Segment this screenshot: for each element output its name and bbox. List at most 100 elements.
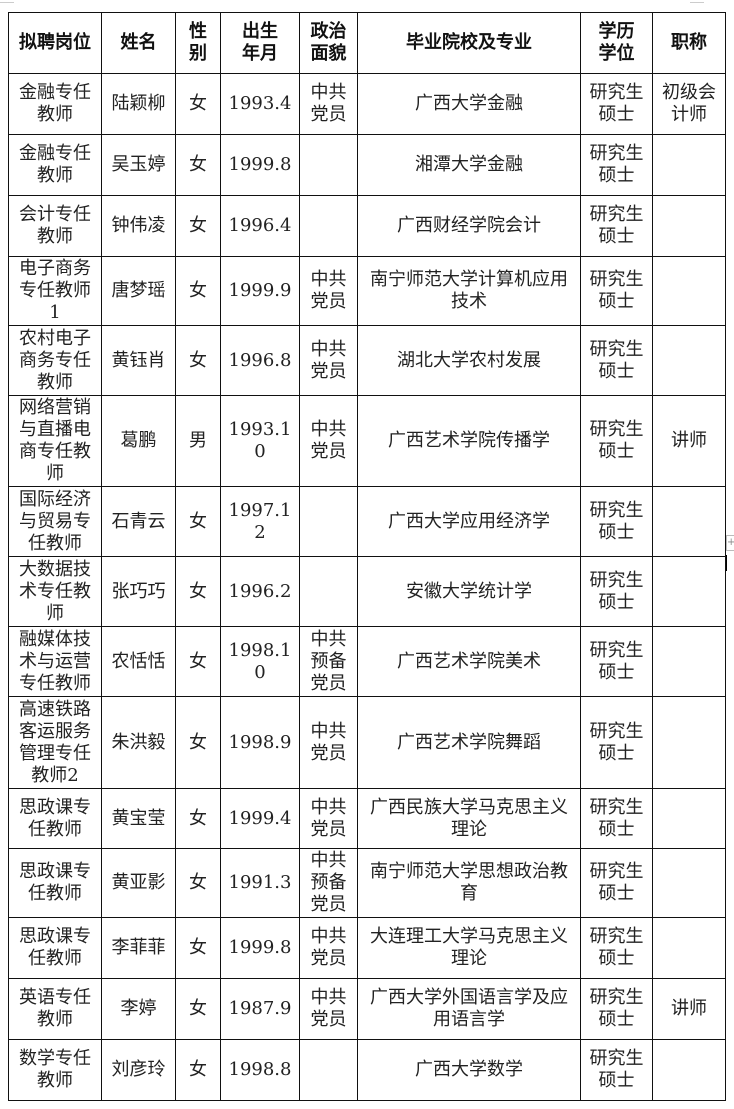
cell-degree: 研究生硕士 [580,486,653,557]
cell-school-major: 安徽大学统计学 [357,556,581,627]
cell-school-major: 广西艺术学院美术 [357,626,581,697]
cell-school-major: 广西大学外国语言学及应用语言学 [357,978,581,1040]
cell-professional-title [652,917,726,979]
cell-degree: 研究生硕士 [580,134,653,196]
cell-position: 电子商务专任教师1 [8,256,102,326]
cell-degree: 研究生硕士 [580,73,653,135]
cell-degree: 研究生硕士 [580,256,653,326]
table-row: 融媒体技术与运营专任教师 农恬恬女 1998.10 中共预备党员 广西艺术学院美术 研究生… [8,626,726,697]
table-row: 国际经济与贸易专任教师 石青云女 1997.12 广西大学应用经济学 研究生硕士 [8,486,726,557]
cell-political-status: 中共预备党员 [299,626,358,697]
cell-professional-title [652,696,726,789]
candidate-table: 拟聘岗位 姓名 性别 出生年月 政治面貌 毕业院校及专业 学历学位 职称 金融专… [8,12,726,1101]
cell-political-status: 中共预备党员 [299,848,358,918]
cell-political-status: 中共党员 [299,978,358,1040]
cell-birth-date: 1999.8 [220,134,300,196]
cell-gender: 女 [175,325,221,396]
header-gender: 性别 [175,12,221,74]
cell-name: 吴玉婷 [101,134,176,196]
table-row: 金融专任教师 陆颖柳女 1993.4 中共党员 广西大学金融 研究生硕士 初级会计师 [8,73,726,135]
cell-school-major: 广西艺术学院传播学 [357,395,581,487]
cell-professional-title: 初级会计师 [652,73,726,135]
cell-gender: 女 [175,848,221,918]
cell-birth-date: 1998.8 [220,1039,300,1101]
cell-political-status: 中共党员 [299,256,358,326]
cell-birth-date: 1996.4 [220,195,300,257]
page-corner-mark [690,0,704,3]
cell-position: 思政课专任教师 [8,788,102,849]
cell-school-major: 湘潭大学金融 [357,134,581,196]
cell-political-status: 中共党员 [299,73,358,135]
table-row: 思政课专任教师 黄宝莹女 1999.4 中共党员 广西民族大学马克思主义理论 研究生硕士 [8,788,726,849]
cell-gender: 女 [175,195,221,257]
cell-gender: 男 [175,395,221,487]
cell-position: 思政课专任教师 [8,917,102,979]
cell-gender: 女 [175,917,221,979]
cell-degree: 研究生硕士 [580,848,653,918]
text-cursor [726,555,727,571]
cell-professional-title [652,195,726,257]
cell-degree: 研究生硕士 [580,1039,653,1101]
cell-name: 黄亚影 [101,848,176,918]
table-row: 英语专任教师 李婷女 1987.9 中共党员 广西大学外国语言学及应用语言学 研究生硕士讲… [8,978,726,1040]
table-row: 思政课专任教师 黄亚影女 1991.3 中共预备党员 南宁师范大学思想政治教育 研究生硕士 [8,848,726,918]
cell-school-major: 广西艺术学院舞蹈 [357,696,581,789]
cell-birth-date: 1987.9 [220,978,300,1040]
cell-birth-date: 1993.4 [220,73,300,135]
cell-name: 陆颖柳 [101,73,176,135]
table-handle-icon[interactable]: + [726,535,734,551]
cell-name: 李菲菲 [101,917,176,979]
header-degree: 学历学位 [580,12,653,74]
cell-position: 金融专任教师 [8,73,102,135]
cell-school-major: 广西大学应用经济学 [357,486,581,557]
cell-degree: 研究生硕士 [580,978,653,1040]
cell-position: 国际经济与贸易专任教师 [8,486,102,557]
header-school-major: 毕业院校及专业 [357,12,581,74]
cell-gender: 女 [175,1039,221,1101]
page-corner-mark [0,0,14,3]
cell-name: 黄宝莹 [101,788,176,849]
header-title: 职称 [652,12,726,74]
cell-political-status [299,195,358,257]
cell-name: 农恬恬 [101,626,176,697]
cell-birth-date: 1991.3 [220,848,300,918]
cell-professional-title [652,134,726,196]
cell-school-major: 湖北大学农村发展 [357,325,581,396]
cell-school-major: 广西大学金融 [357,73,581,135]
cell-birth-date: 1999.4 [220,788,300,849]
cell-position: 会计专任教师 [8,195,102,257]
table-row: 电子商务专任教师1 唐梦瑶女 1999.9 中共党员 南宁师范大学计算机应用技术 研究生硕… [8,256,726,326]
header-name: 姓名 [101,12,176,74]
cell-professional-title: 讲师 [652,395,726,487]
cell-school-major: 广西大学数学 [357,1039,581,1101]
cell-birth-date: 1996.2 [220,556,300,627]
cell-position: 数学专任教师 [8,1039,102,1101]
cell-position: 大数据技术专任教师 [8,556,102,627]
cell-position: 农村电子商务专任教师 [8,325,102,396]
cell-name: 张巧巧 [101,556,176,627]
cell-name: 唐梦瑶 [101,256,176,326]
cell-gender: 女 [175,788,221,849]
table-row: 网络营销与直播电商专任教师 葛鹏男 1993.10 中共党员 广西艺术学院传播学 研究生硕… [8,395,726,487]
cell-position: 英语专任教师 [8,978,102,1040]
cell-gender: 女 [175,486,221,557]
cell-degree: 研究生硕士 [580,788,653,849]
cell-political-status [299,486,358,557]
header-row: 拟聘岗位 姓名 性别 出生年月 政治面貌 毕业院校及专业 学历学位 职称 [8,12,726,74]
cell-degree: 研究生硕士 [580,325,653,396]
cell-degree: 研究生硕士 [580,556,653,627]
table-row: 农村电子商务专任教师 黄钰肖女 1996.8 中共党员 湖北大学农村发展 研究生硕士 [8,325,726,396]
cell-gender: 女 [175,134,221,196]
cell-birth-date: 1997.12 [220,486,300,557]
cell-political-status: 中共党员 [299,917,358,979]
cell-degree: 研究生硕士 [580,626,653,697]
table-row: 数学专任教师 刘彦玲女 1998.8 广西大学数学 研究生硕士 [8,1039,726,1101]
table-row: 思政课专任教师 李菲菲女 1999.8 中共党员 大连理工大学马克思主义理论 研究生硕士 [8,917,726,979]
cell-school-major: 南宁师范大学计算机应用技术 [357,256,581,326]
cell-gender: 女 [175,696,221,789]
cell-name: 朱洪毅 [101,696,176,789]
header-position: 拟聘岗位 [8,12,102,74]
cell-school-major: 南宁师范大学思想政治教育 [357,848,581,918]
cell-political-status: 中共党员 [299,395,358,487]
cell-birth-date: 1999.8 [220,917,300,979]
